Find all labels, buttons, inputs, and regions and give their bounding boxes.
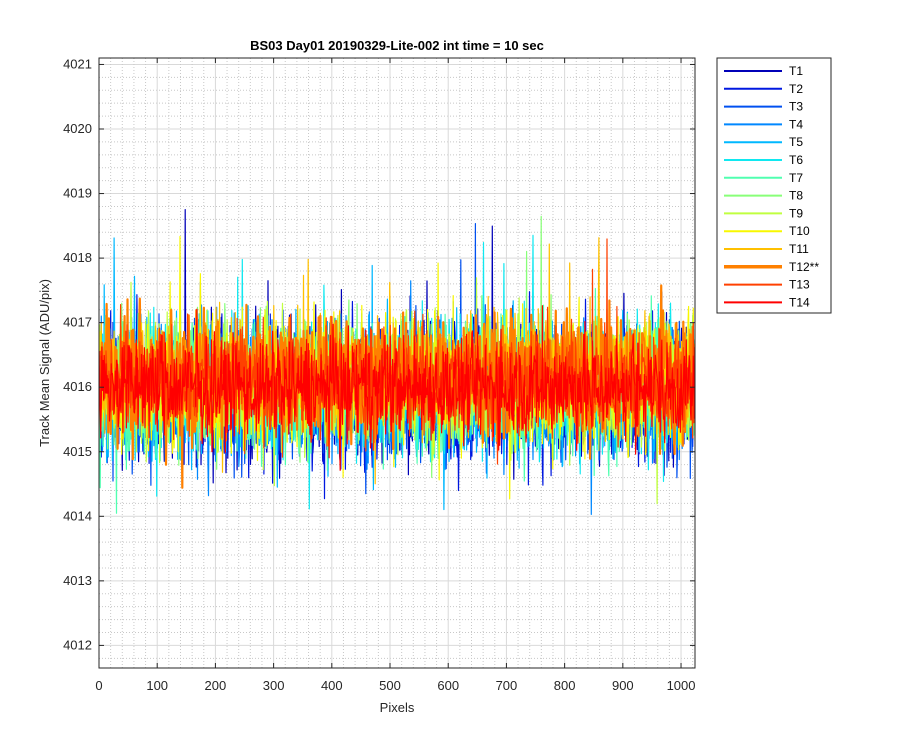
chart-title: BS03 Day01 20190329-Lite-002 int time = … [250, 38, 544, 53]
y-axis-label: Track Mean Signal (ADU/pix) [37, 279, 52, 447]
legend: T1 T2 T3 T4 T5 T6 T7 T8 T9 T10 T11 T12** T13 T14 [716, 57, 832, 314]
legend-label: T14 [789, 295, 810, 309]
ticks: 0 100 200 300 400 500 600 700 800 900 1000 4012 4013… [63, 56, 695, 693]
y-tick-label: 4017 [63, 315, 92, 330]
x-tick-label: 500 [379, 678, 401, 693]
legend-label: T1 [789, 64, 803, 78]
y-tick-label: 4013 [63, 573, 92, 588]
x-tick-label: 900 [612, 678, 634, 693]
legend-label: T6 [789, 153, 803, 167]
x-tick-label: 400 [321, 678, 343, 693]
legend-box [716, 57, 832, 314]
x-tick-label: 0 [95, 678, 102, 693]
y-tick-label: 4020 [63, 121, 92, 136]
y-tick-label: 4014 [63, 508, 92, 523]
legend-label: T5 [789, 135, 803, 149]
plot-area [99, 209, 695, 515]
x-tick-label: 1000 [667, 678, 696, 693]
legend-label: T11 [789, 242, 809, 256]
x-tick-label: 600 [437, 678, 459, 693]
legend-label: T8 [789, 189, 803, 203]
series-group [99, 209, 695, 515]
series-line-T14 [99, 305, 695, 471]
y-tick-label: 4012 [63, 637, 92, 652]
y-tick-label: 4021 [63, 56, 92, 71]
axes-box [98, 57, 696, 669]
legend-label: T4 [789, 117, 803, 131]
legend-label: T3 [789, 100, 803, 114]
legend-label: T7 [789, 171, 803, 185]
x-tick-label: 800 [554, 678, 576, 693]
x-tick-label: 300 [263, 678, 285, 693]
legend-label: T9 [789, 206, 803, 220]
x-tick-label: 100 [146, 678, 168, 693]
y-tick-label: 4018 [63, 250, 92, 265]
x-tick-label: 200 [205, 678, 227, 693]
y-tick-label: 4016 [63, 379, 92, 394]
x-axis-label: Pixels [380, 700, 415, 715]
legend-label: T2 [789, 82, 803, 96]
x-tick-label: 700 [496, 678, 518, 693]
legend-label: T13 [789, 278, 810, 292]
legend-label: T12** [789, 260, 819, 274]
legend-label: T10 [789, 224, 810, 238]
y-tick-label: 4019 [63, 186, 92, 201]
y-tick-label: 4015 [63, 444, 92, 459]
